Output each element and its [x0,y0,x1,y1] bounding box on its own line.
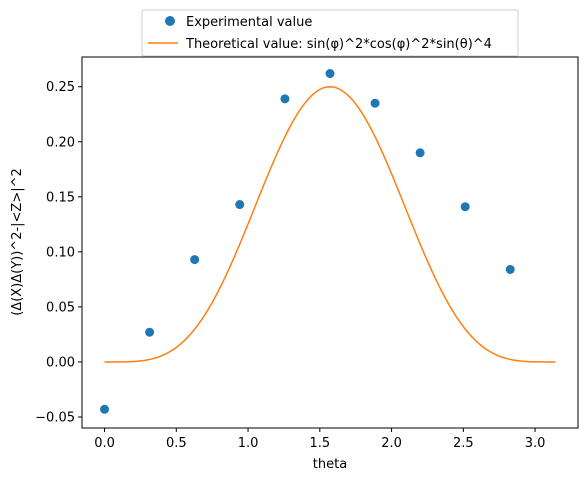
data-point-experimental [370,98,380,108]
y-tick-label: 0.10 [46,245,75,260]
data-point-experimental [325,69,335,79]
legend: Experimental value Theoretical value: si… [141,9,519,57]
legend-box [141,9,519,57]
data-point-experimental [235,200,245,210]
y-tick-label: 0.25 [46,80,75,95]
x-tick-label: 1.0 [238,436,259,451]
x-axis-label: theta [313,457,347,472]
x-axis: 0.0 0.5 1.0 1.5 2.0 2.5 3.0 [94,428,545,451]
x-tick-label: 0.5 [166,436,187,451]
legend-label-theoretical: Theoretical value: sin(φ)^2*cos(φ)^2*sin… [185,37,492,52]
series-line-theoretical [104,85,556,363]
y-tick-label: 0.05 [46,300,75,315]
data-point-experimental [415,148,425,158]
y-axis: −0.05 0.00 0.05 0.10 0.15 0.20 0.25 [35,80,82,425]
legend-marker-experimental [165,16,175,26]
x-tick-label: 0.0 [94,436,115,451]
y-tick-label: 0.15 [46,190,75,205]
y-tick-label: −0.05 [35,410,75,425]
plot-area [100,69,556,414]
plot-frame [81,56,579,429]
data-point-experimental [100,404,110,414]
legend-label-experimental: Experimental value [186,15,312,30]
data-point-experimental [280,94,290,104]
y-tick-label: 0.00 [46,355,75,370]
y-axis-label: (Δ(X)Δ(Y))^2-|<Z>|^2 [10,168,25,316]
y-tick-label: 0.20 [46,135,75,150]
x-tick-label: 3.0 [525,436,546,451]
data-point-experimental [460,202,470,212]
x-tick-label: 1.5 [309,436,330,451]
data-point-experimental [145,327,155,337]
x-tick-label: 2.0 [381,436,402,451]
x-tick-label: 2.5 [453,436,474,451]
data-point-experimental [505,264,515,274]
data-point-experimental [190,255,200,265]
